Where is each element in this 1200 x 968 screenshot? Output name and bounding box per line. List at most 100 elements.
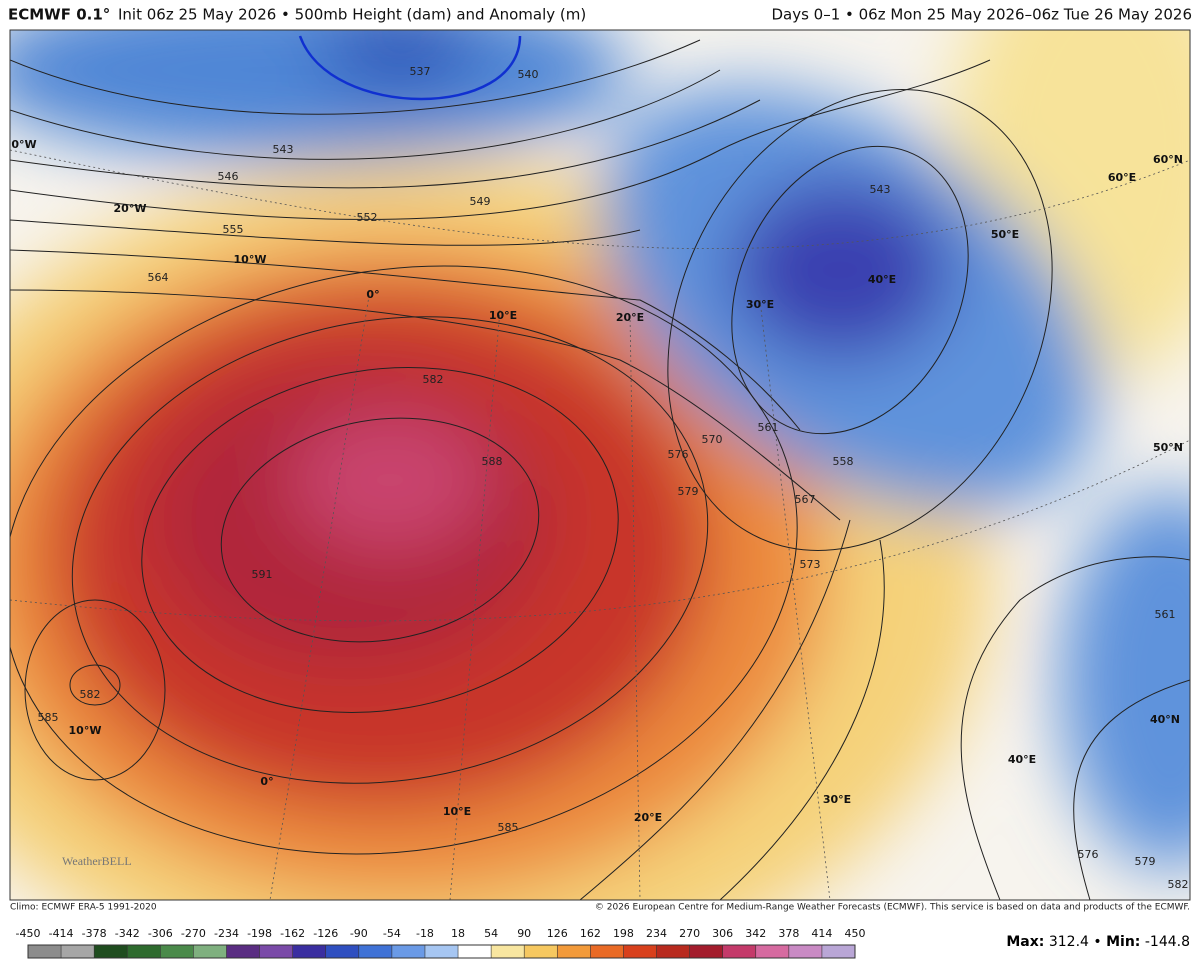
- contour-label: 570: [702, 433, 723, 446]
- model-name: ECMWF 0.1°: [8, 6, 110, 24]
- contour-label: 576: [668, 448, 689, 461]
- contour-label: 567: [795, 493, 816, 506]
- colorbar-tick-label: -306: [148, 927, 173, 940]
- colorbar-cell: [458, 945, 492, 958]
- colorbar-cell: [491, 945, 525, 958]
- graticule-label: 20°W: [114, 202, 147, 215]
- map-title: Init 06z 25 May 2026 • 500mb Height (dam…: [118, 6, 586, 24]
- contour-label: 582: [80, 688, 101, 701]
- max-value: 312.4: [1049, 934, 1089, 950]
- contour-label: 543: [870, 183, 891, 196]
- colorbar-cell: [127, 945, 161, 958]
- colorbar-tick-label: 234: [646, 927, 667, 940]
- graticule-label: 10°W: [234, 253, 267, 266]
- colorbar-cell: [259, 945, 293, 958]
- colorbar-cell: [689, 945, 723, 958]
- contour-label: 549: [470, 195, 491, 208]
- contour-label: 555: [223, 223, 244, 236]
- colorbar-tick-label: 414: [811, 927, 832, 940]
- colorbar-cell: [94, 945, 128, 958]
- graticule-label: 0°W: [11, 138, 36, 151]
- graticule-label: 10°W: [69, 724, 102, 737]
- colorbar-cell: [524, 945, 558, 958]
- colorbar-tick-label: -90: [350, 927, 368, 940]
- colorbar-tick-label: -198: [247, 927, 272, 940]
- colorbar-tick-label: 198: [613, 927, 634, 940]
- colorbar-cell: [325, 945, 359, 958]
- contour-label: 552: [357, 211, 378, 224]
- contour-label: 546: [218, 170, 239, 183]
- colorbar-cell: [424, 945, 459, 958]
- contour-label: 576: [1078, 848, 1099, 861]
- max-label: Max:: [1006, 934, 1044, 950]
- colorbar-cell: [557, 945, 591, 958]
- map-frame: [9, 29, 1191, 901]
- colorbar-tick-label: -162: [280, 927, 305, 940]
- colorbar-cell: [755, 945, 789, 958]
- colorbar-cell: [788, 945, 822, 958]
- colorbar-tick-label: 270: [679, 927, 700, 940]
- graticule-label: 20°E: [616, 311, 644, 324]
- graticule-label: 40°E: [868, 273, 896, 286]
- graticule-label: 60°N: [1153, 153, 1183, 166]
- colorbar-tick-label: -450: [16, 927, 41, 940]
- colorbar-tick-label: -18: [416, 927, 434, 940]
- colorbar-cell: [722, 945, 756, 958]
- graticule-label: 50°E: [991, 228, 1019, 241]
- contour-label: 561: [758, 421, 779, 434]
- contour-label: 582: [1168, 878, 1189, 891]
- graticule-label: 40°E: [1008, 753, 1036, 766]
- colorbar-cell: [61, 945, 95, 958]
- colorbar-cell: [193, 945, 227, 958]
- valid-time: Days 0–1 • 06z Mon 25 May 2026–06z Tue 2…: [771, 6, 1192, 24]
- contour-label: 585: [498, 821, 519, 834]
- contour-label: 579: [678, 485, 699, 498]
- colorbar-cell: [656, 945, 690, 958]
- contour-label: 591: [252, 568, 273, 581]
- colorbar-tick-label: -126: [313, 927, 338, 940]
- graticule-label: 10°E: [489, 309, 517, 322]
- colorbar-tick-label: 54: [484, 927, 498, 940]
- colorbar-tick-label: 162: [580, 927, 601, 940]
- colorbar-tick-label: -54: [383, 927, 401, 940]
- graticule-label: 30°E: [746, 298, 774, 311]
- max-min: Max: 312.4 • Min: -144.8: [1006, 934, 1190, 950]
- contour-label: 585: [38, 711, 59, 724]
- colorbar-tick-label: 378: [778, 927, 799, 940]
- colorbar-tick-label: 342: [745, 927, 766, 940]
- colorbar-tick-label: 90: [517, 927, 531, 940]
- contour-label: 573: [800, 558, 821, 571]
- contour-label: 543: [273, 143, 294, 156]
- colorbar-cell: [623, 945, 657, 958]
- graticule-label: 20°E: [634, 811, 662, 824]
- graticule-label: 60°E: [1108, 171, 1136, 184]
- colorbar-cell: [160, 945, 194, 958]
- colorbar-tick-label: 450: [845, 927, 866, 940]
- contour-label: 564: [148, 271, 169, 284]
- contour-label: 558: [833, 455, 854, 468]
- colorbar-tick-label: -414: [49, 927, 74, 940]
- colorbar-tick-label: -234: [214, 927, 239, 940]
- colorbar: -450 -414 -378 -342 -306 -270 -234 -198 -162 -126…: [16, 927, 866, 959]
- watermark: WeatherBELL: [62, 854, 132, 868]
- contour-label: 588: [482, 455, 503, 468]
- graticule-label: 0°: [260, 775, 273, 788]
- graticule-label: 30°E: [823, 793, 851, 806]
- contour-label: 540: [518, 68, 539, 81]
- colorbar-cell: [292, 945, 326, 958]
- min-label: Min:: [1106, 934, 1140, 950]
- colorbar-tick-label: 18: [451, 927, 465, 940]
- credit: © 2026 European Centre for Medium-Range …: [595, 903, 1190, 913]
- colorbar-tick-label: 306: [712, 927, 733, 940]
- colorbar-tick-label: 126: [547, 927, 568, 940]
- colorbar-cell: [590, 945, 624, 958]
- graticule-label: 40°N: [1150, 713, 1180, 726]
- contour-label: 537: [410, 65, 431, 78]
- colorbar-cell: [821, 945, 855, 958]
- graticule-label: 10°E: [443, 805, 471, 818]
- colorbar-cell: [391, 945, 425, 958]
- separator: •: [1093, 934, 1101, 950]
- climo-note: Climo: ECMWF ERA-5 1991-2020: [10, 903, 157, 913]
